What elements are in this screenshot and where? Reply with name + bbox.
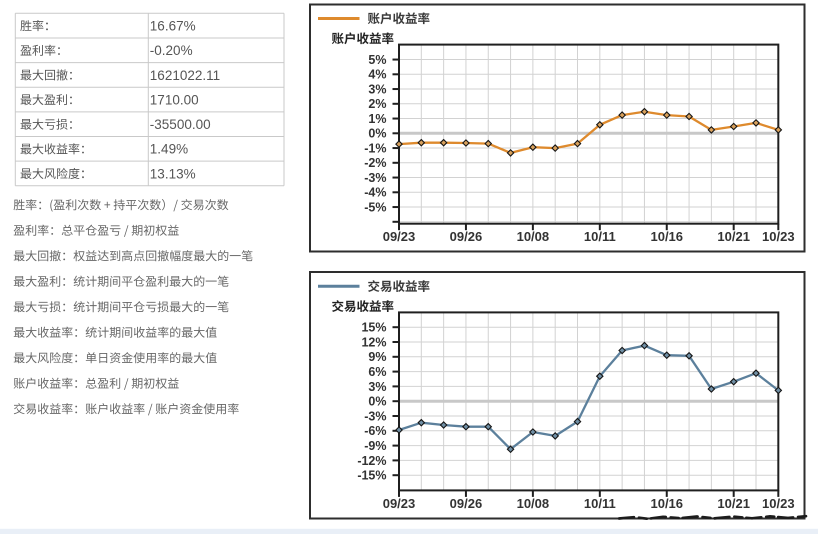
svg-text:9%: 9% (368, 350, 386, 364)
svg-text:0%: 0% (368, 127, 386, 141)
svg-text:10/11: 10/11 (584, 496, 616, 511)
svg-text:10/16: 10/16 (650, 229, 683, 244)
svg-text:10/08: 10/08 (517, 229, 550, 244)
svg-text:09/23: 09/23 (383, 496, 416, 511)
svg-text:10/08: 10/08 (517, 496, 550, 511)
svg-text:16.67%: 16.67% (150, 19, 196, 34)
svg-text:-3%: -3% (364, 171, 386, 185)
svg-text:-3%: -3% (364, 409, 386, 423)
svg-text:0%: 0% (368, 395, 386, 409)
svg-text:-2%: -2% (364, 156, 386, 170)
svg-text:2%: 2% (368, 97, 386, 111)
svg-text:10/23: 10/23 (762, 496, 795, 511)
svg-text:1710.00: 1710.00 (150, 92, 199, 107)
svg-text:3%: 3% (368, 380, 386, 394)
svg-text:-15%: -15% (357, 469, 386, 483)
svg-text:09/26: 09/26 (450, 496, 483, 511)
svg-text:1621022.11: 1621022.11 (150, 68, 220, 83)
svg-text:1.49%: 1.49% (150, 142, 188, 157)
svg-text:1%: 1% (368, 112, 386, 126)
svg-text:-1%: -1% (364, 141, 386, 155)
svg-text:-12%: -12% (357, 454, 386, 468)
svg-text:09/23: 09/23 (383, 229, 416, 244)
svg-text:-35500.00: -35500.00 (150, 117, 211, 132)
svg-text:4%: 4% (368, 68, 386, 82)
svg-text:-0.20%: -0.20% (150, 43, 193, 58)
svg-text:15%: 15% (361, 321, 386, 335)
svg-text:10/16: 10/16 (650, 496, 683, 511)
svg-text:-5%: -5% (364, 200, 386, 214)
svg-text:09/26: 09/26 (450, 229, 483, 244)
svg-text:6%: 6% (368, 365, 386, 379)
svg-text:10/21: 10/21 (717, 496, 750, 511)
svg-text:5%: 5% (368, 53, 386, 67)
svg-text:3%: 3% (368, 82, 386, 96)
svg-text:-9%: -9% (364, 439, 386, 453)
svg-text:12%: 12% (361, 335, 386, 349)
svg-text:-4%: -4% (364, 186, 386, 200)
svg-text:13.13%: 13.13% (150, 166, 196, 181)
svg-text:10/11: 10/11 (584, 229, 616, 244)
svg-text:10/23: 10/23 (762, 229, 795, 244)
svg-text:10/21: 10/21 (717, 229, 750, 244)
svg-text:-6%: -6% (364, 424, 386, 438)
